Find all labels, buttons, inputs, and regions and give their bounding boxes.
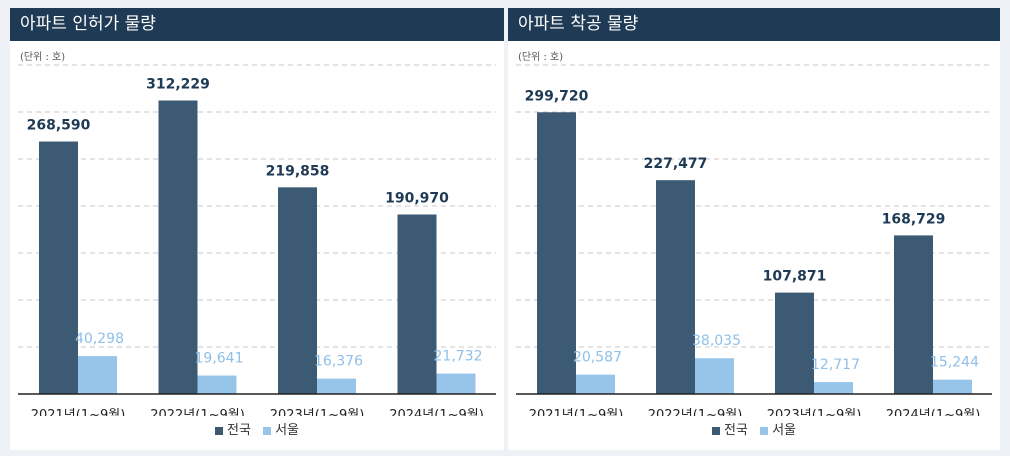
data-label-national: 107,871 [763,269,827,285]
legend-swatch-seoul [760,426,769,435]
x-tick-label: 2021년(1~9월) [529,408,624,416]
panel-title: 아파트 인허가 물량 [10,8,504,41]
bar-national [158,100,198,394]
unit-label: (단위 : 호) [518,52,564,63]
legend-label-seoul: 서울 [275,423,299,438]
legend-label-national: 전국 [724,423,748,438]
legend-swatch-national [215,426,223,435]
legend-swatch-seoul [263,426,272,435]
data-label-national: 190,970 [385,190,449,206]
unit-label: (단위 : 호) [20,52,66,63]
permits-panel: 아파트 인허가 물량 (단위 : 호) 268,590 40,298 2021년(1… [10,8,504,450]
chart-legend: 전국 서울 [508,419,1000,438]
legend-item-seoul: 서울 [760,423,796,438]
panel-title: 아파트 착공 물량 [508,8,1000,41]
bar-seoul [78,356,117,394]
bar-national [537,112,576,395]
bar-seoul [436,373,476,394]
legend-item-national: 전국 [712,423,748,438]
bar-national [39,141,78,394]
data-label-seoul: 12,717 [811,357,860,373]
data-label-seoul: 15,244 [930,355,979,371]
legend-label-national: 전국 [227,423,251,438]
bar-seoul [695,358,734,394]
bar-seoul [317,378,356,394]
x-tick-label: 2022년(1~9월) [648,408,743,416]
data-label-seoul: 19,641 [195,351,244,367]
data-label-national: 299,720 [525,88,589,104]
starts-panel: 아파트 착공 물량 (단위 : 호) 299,720 20,587 2021년(1~… [508,8,1000,450]
data-label-national: 227,477 [644,156,708,172]
legend-label-seoul: 서울 [772,423,796,438]
bar-seoul [814,382,853,394]
legend-swatch-national [712,426,720,435]
x-tick-label: 2021년(1~9월) [31,408,126,416]
data-label-national: 268,590 [27,118,91,134]
bar-national [894,235,933,394]
bar-national [397,214,437,394]
starts-chart: 299,720 20,587 2021년(1~9월) 227,477 38,035 202… [516,64,992,416]
data-label-national: 312,229 [146,77,210,93]
x-tick-label: 2023년(1~9월) [270,408,365,416]
data-label-seoul: 40,298 [75,331,124,347]
bar-seoul [933,379,972,394]
data-label-seoul: 38,035 [692,333,741,349]
bar-national [656,180,695,394]
data-label-seoul: 21,732 [434,349,483,365]
data-label-national: 219,858 [266,163,330,179]
permits-chart: 268,590 40,298 2021년(1~9월) 312,229 19,641 202… [18,64,496,416]
legend-item-national: 전국 [215,423,251,438]
bar-national [278,187,317,394]
bar-seoul [576,374,615,394]
data-label-seoul: 16,376 [314,354,363,370]
bar-seoul [197,375,237,394]
data-label-seoul: 20,587 [573,350,622,366]
bar-national [775,292,814,394]
x-tick-label: 2024년(1~9월) [389,408,484,416]
x-tick-label: 2022년(1~9월) [150,408,245,416]
x-tick-label: 2024년(1~9월) [886,408,981,416]
chart-legend: 전국 서울 [10,419,504,438]
legend-item-seoul: 서울 [263,423,299,438]
x-tick-label: 2023년(1~9월) [767,408,862,416]
data-label-national: 168,729 [882,211,946,227]
